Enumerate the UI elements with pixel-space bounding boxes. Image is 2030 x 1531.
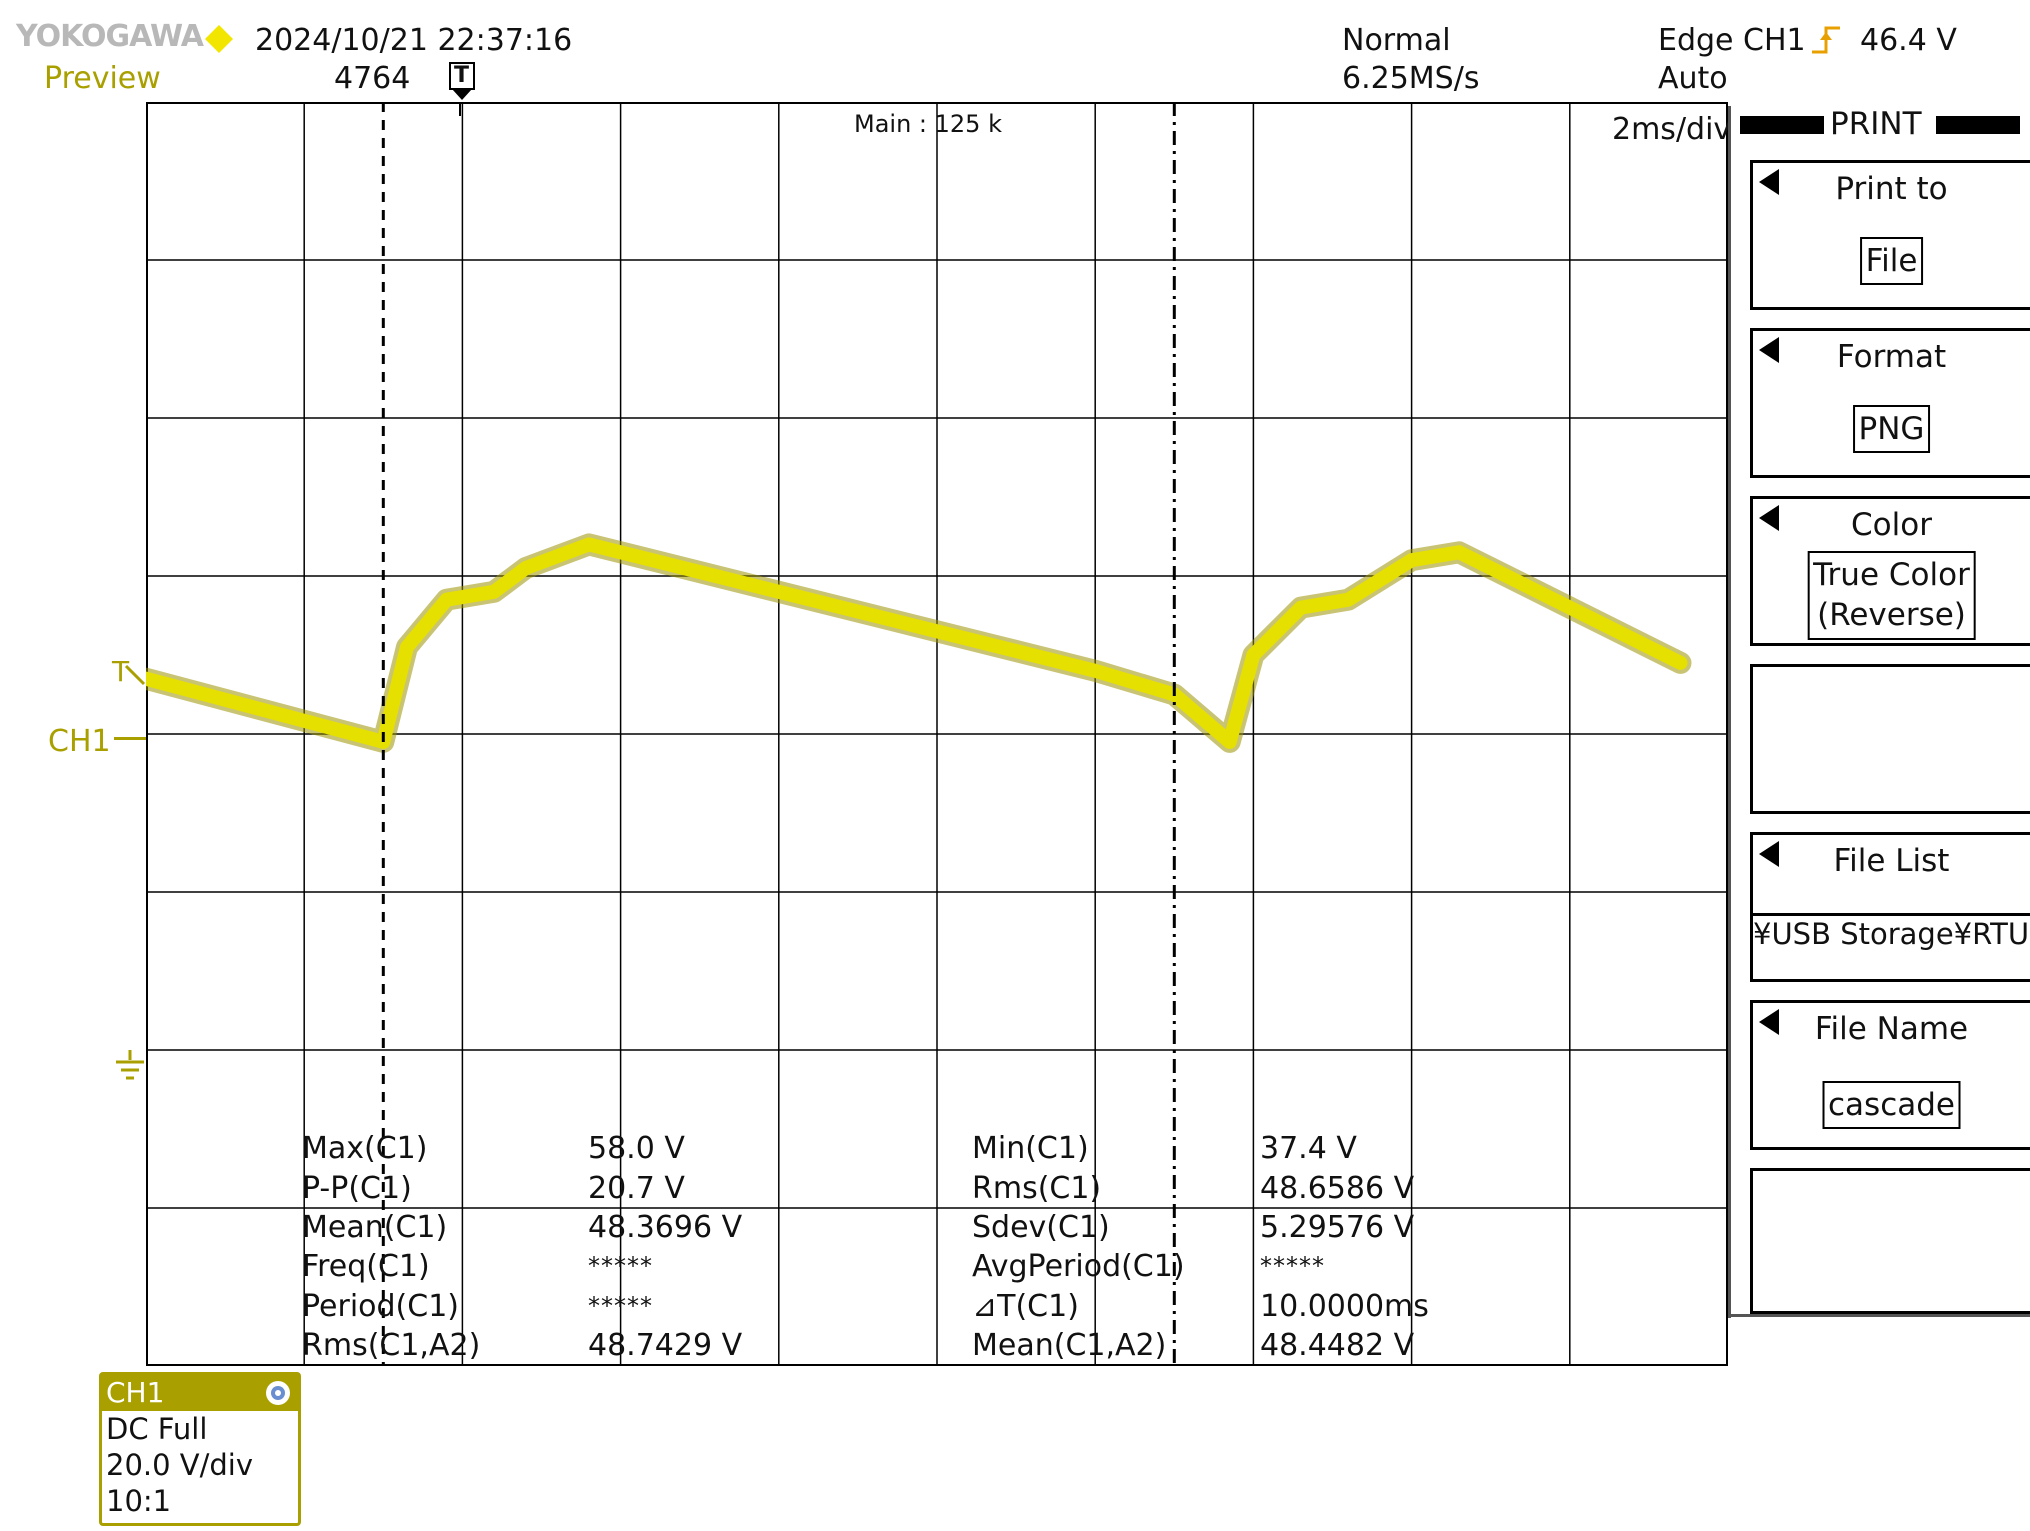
measurement-name: Mean(C1) — [302, 1210, 448, 1245]
measurement-value: 48.4482 V — [1260, 1328, 1415, 1363]
trigger-marker-letter: T — [454, 63, 470, 88]
trigger-level-marker-letter: T — [112, 655, 130, 688]
measurement-value: 48.3696 V — [588, 1210, 743, 1245]
file-list-label: File List — [1833, 843, 1950, 879]
measurement-name: Max(C1) — [302, 1131, 428, 1166]
measurement-name: AvgPeriod(C1) — [972, 1249, 1185, 1284]
measurement-value: ***** — [1260, 1252, 1325, 1280]
ch1-probe: 10:1 — [106, 1484, 172, 1518]
sample-rate: 6.25MS/s — [1342, 61, 1480, 96]
menu-frame-bottom — [1728, 1314, 2030, 1317]
ch1-waveform — [146, 533, 1692, 753]
print-to-label: Print to — [1835, 171, 1948, 207]
channel-settings-icon — [266, 1381, 290, 1405]
menu-arrow-icon — [1759, 1009, 1779, 1035]
rising-edge-icon — [1812, 26, 1840, 54]
empty-menu-slot-2 — [1750, 1168, 2030, 1314]
measurement-name: Min(C1) — [972, 1131, 1089, 1166]
trigger-position-marker: T — [448, 62, 476, 102]
menu-arrow-icon — [1759, 505, 1779, 531]
menu-arrow-icon — [1759, 337, 1779, 363]
waveform-trace — [146, 537, 1688, 749]
measurement-value: ***** — [588, 1252, 653, 1280]
trigger-level-arrow-icon — [124, 664, 146, 686]
status-diamond-icon — [205, 25, 233, 53]
ch1-info-box[interactable]: CH1 DC Full 20.0 V/div 10:1 — [99, 1372, 301, 1526]
measurement-name: Rms(C1) — [972, 1171, 1102, 1206]
trigger-type: Edge CH1 — [1658, 23, 1806, 58]
ch1-coupling: DC Full — [106, 1412, 208, 1446]
measurement-name: Rms(C1,A2) — [302, 1328, 481, 1363]
ch1-position-label: CH1 — [48, 724, 111, 759]
ch1-scale: 20.0 V/div — [106, 1448, 254, 1482]
timebase: 2ms/div — [1612, 112, 1732, 147]
measurement-value: 58.0 V — [588, 1131, 685, 1166]
graticule — [146, 102, 1728, 1366]
ch1-info-header: CH1 — [102, 1375, 298, 1411]
file-list-button[interactable]: File List ¥USB Storage¥RTU — [1750, 832, 2030, 982]
print-to-value: File — [1859, 237, 1924, 286]
yokogawa-logo: YOKOGAWA — [16, 19, 204, 54]
measurement-name: Freq(C1) — [302, 1249, 430, 1284]
measurement-value: 5.29576 V — [1260, 1210, 1415, 1245]
measurement-value: 37.4 V — [1260, 1131, 1357, 1166]
ch1-position-line — [114, 737, 146, 740]
print-to-button[interactable]: Print to File — [1750, 160, 2030, 310]
trigger-level-marker: T — [112, 658, 129, 686]
cursors[interactable] — [381, 102, 1176, 1366]
datetime: 2024/10/21 22:37:16 — [255, 23, 573, 58]
menu-title: PRINT — [1830, 106, 1922, 142]
menu-title-bar-left — [1740, 116, 1824, 134]
menu-title-bar-right — [1936, 116, 2020, 134]
format-value: PNG — [1852, 405, 1931, 454]
file-name-value: cascade — [1822, 1081, 1961, 1130]
file-name-button[interactable]: File Name cascade — [1750, 1000, 2030, 1150]
file-name-label: File Name — [1814, 1011, 1969, 1047]
measurement-name: ⊿T(C1) — [972, 1289, 1079, 1324]
color-value: True Color (Reverse) — [1807, 551, 1976, 640]
measurement-value: 20.7 V — [588, 1171, 685, 1206]
measurement-name: Mean(C1,A2) — [972, 1328, 1167, 1363]
menu-arrow-icon — [1759, 169, 1779, 195]
preview-mode: Preview — [44, 61, 161, 96]
record-count: 4764 — [334, 61, 411, 96]
ch1-info-name: CH1 — [106, 1376, 165, 1409]
format-button[interactable]: Format PNG — [1750, 328, 2030, 478]
measurement-value: 48.6586 V — [1260, 1171, 1415, 1206]
measurement-name: P-P(C1) — [302, 1171, 412, 1206]
format-label: Format — [1836, 339, 1947, 375]
empty-menu-slot-1 — [1750, 664, 2030, 814]
measurement-value: 48.7429 V — [588, 1328, 743, 1363]
waveform-screen[interactable] — [146, 102, 1728, 1366]
main-record-length: Main : 125 k — [854, 110, 1002, 138]
file-path: ¥USB Storage¥RTU — [1753, 917, 2030, 951]
acquisition-mode: Normal — [1342, 23, 1451, 58]
color-value-line-2: (Reverse) — [1817, 597, 1966, 634]
color-value-line-1: True Color — [1813, 557, 1970, 593]
measurement-name: Period(C1) — [302, 1289, 459, 1324]
ground-icon — [116, 1050, 144, 1080]
color-button[interactable]: Color True Color (Reverse) — [1750, 496, 2030, 646]
waveform-noise-band — [146, 533, 1692, 753]
trigger-level: 46.4 V — [1860, 23, 1957, 58]
file-list-divider — [1753, 913, 2030, 916]
measurement-name: Sdev(C1) — [972, 1210, 1110, 1245]
trigger-mode: Auto — [1658, 61, 1728, 96]
menu-arrow-icon — [1759, 841, 1779, 867]
measurement-value: 10.0000ms — [1260, 1289, 1429, 1324]
measurement-value: ***** — [588, 1292, 653, 1320]
color-label: Color — [1851, 507, 1932, 543]
menu-frame-left — [1728, 106, 1731, 1318]
